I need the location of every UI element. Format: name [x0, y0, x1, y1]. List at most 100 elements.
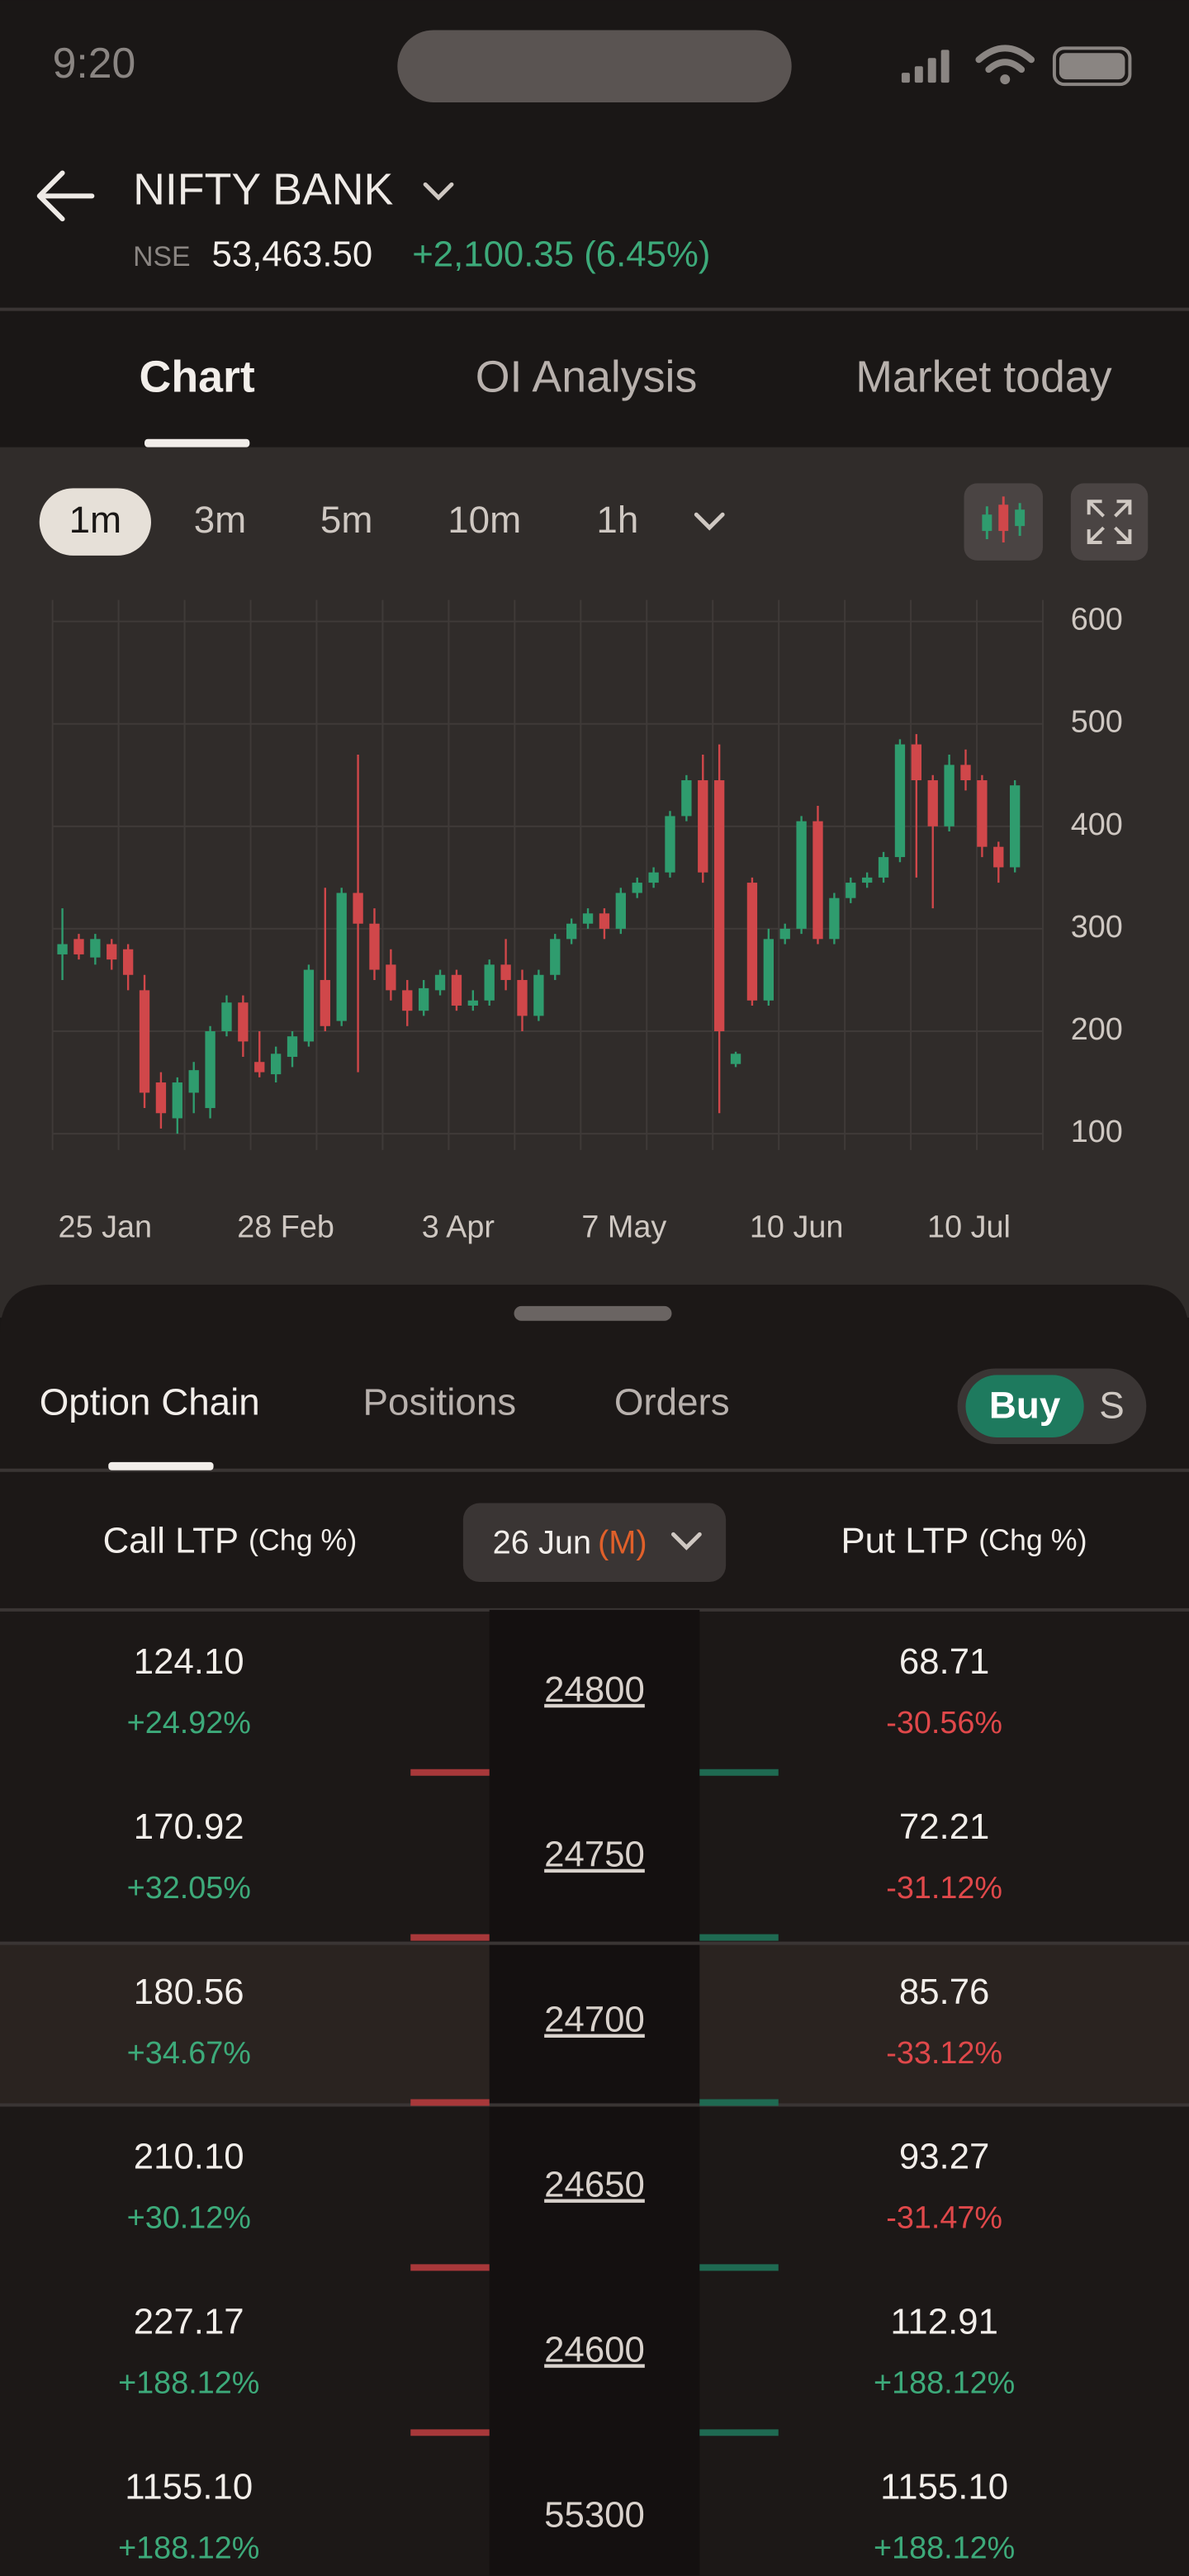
- candle-body: [73, 939, 84, 954]
- put-ltp[interactable]: 85.76: [899, 1972, 989, 2012]
- candlestick-chart: 100 200 300 400 500 600 25 Jan 28 Feb 3 Apr 7 May…: [51, 599, 1123, 1244]
- candle-body: [862, 877, 873, 883]
- x-tick-label: 7 May: [581, 1210, 666, 1244]
- candle-body: [402, 990, 413, 1011]
- interval[interactable]: 5m: [320, 499, 373, 541]
- interval[interactable]: 1m: [69, 499, 122, 541]
- call-ltp[interactable]: 180.56: [134, 1972, 244, 2012]
- tab[interactable]: OI Analysis: [476, 352, 698, 401]
- candle-body: [911, 744, 922, 781]
- candle-body: [500, 964, 511, 980]
- candle-body: [829, 897, 840, 940]
- x-tick-label: 10 Jul: [927, 1210, 1011, 1244]
- put-chg: -33.12%: [886, 2036, 1002, 2071]
- call-header: Call LTP (Chg %): [103, 1520, 358, 1560]
- put-ltp[interactable]: 1155.10: [880, 2466, 1008, 2507]
- strike: 24650: [544, 2165, 645, 2205]
- put-chg: -31.12%: [886, 1871, 1002, 1906]
- put-header-title: Put LTP: [841, 1520, 969, 1560]
- call-ltp[interactable]: 210.10: [134, 2137, 244, 2177]
- candle-body: [927, 780, 938, 826]
- strike: 55300: [544, 2494, 645, 2535]
- put-chg: +188.12%: [874, 2531, 1015, 2565]
- call-ltp[interactable]: 124.10: [134, 1641, 244, 1682]
- interval[interactable]: 1h: [596, 499, 638, 541]
- candle-body: [303, 969, 315, 1042]
- interval-chip[interactable]: [39, 488, 151, 556]
- interval-more[interactable]: [694, 512, 725, 531]
- back-button[interactable]: [36, 170, 95, 222]
- candle-body: [894, 744, 906, 858]
- expiry-tag: (M): [598, 1524, 647, 1560]
- tab[interactable]: Market today: [855, 352, 1111, 401]
- tab[interactable]: Chart: [140, 352, 255, 401]
- exchange: NSE: [133, 241, 191, 272]
- symbol-dropdown[interactable]: [423, 182, 454, 201]
- call-header-sub: (Chg %): [249, 1524, 357, 1557]
- candle-body: [878, 857, 889, 878]
- candle-body: [796, 821, 807, 929]
- status-time: 9:20: [53, 39, 136, 87]
- candle-body: [977, 780, 988, 847]
- expiry-selector[interactable]: [462, 1503, 727, 1583]
- battery-level: [1059, 53, 1125, 80]
- y-tick-label: 500: [1071, 705, 1123, 740]
- interval[interactable]: 10m: [448, 499, 521, 541]
- candle-body: [254, 1062, 265, 1073]
- put-header: Put LTP (Chg %): [841, 1520, 1087, 1560]
- sheet-handle[interactable]: [514, 1305, 672, 1321]
- call-chg: +32.05%: [127, 1871, 251, 1906]
- candle-body: [993, 846, 1004, 868]
- candle-body: [763, 939, 774, 1001]
- y-tick-label: 400: [1071, 807, 1123, 842]
- y-tick-label: 200: [1071, 1012, 1123, 1047]
- call-chg: +188.12%: [118, 2366, 259, 2401]
- candle-body: [451, 974, 462, 1006]
- candle-body: [57, 944, 68, 954]
- x-tick-label: 3 Apr: [422, 1210, 495, 1244]
- candle-body: [615, 893, 626, 929]
- candle-body: [434, 974, 446, 991]
- call-ltp[interactable]: 170.92: [134, 1807, 244, 1847]
- strike-column: [489, 1609, 700, 2576]
- buy-pill[interactable]: [965, 1375, 1084, 1437]
- call-ltp[interactable]: 1155.10: [125, 2466, 253, 2507]
- call-ltp[interactable]: 227.17: [134, 2302, 244, 2342]
- call-chg: +30.12%: [127, 2201, 251, 2236]
- candle-body: [205, 1030, 216, 1109]
- candle-body: [221, 1002, 232, 1031]
- panel-tab[interactable]: Positions: [363, 1380, 517, 1423]
- put-ltp[interactable]: 112.91: [890, 2302, 998, 2342]
- buy-label[interactable]: Buy: [989, 1384, 1061, 1426]
- wifi-dot: [1000, 74, 1011, 85]
- candle-body: [533, 974, 544, 1016]
- battery-icon: [1052, 46, 1132, 87]
- fullscreen-icon: [1087, 500, 1132, 545]
- candle-body: [270, 1054, 282, 1075]
- candle-body: [1010, 785, 1021, 868]
- panel-tab[interactable]: Option Chain: [40, 1380, 260, 1423]
- put-ltp[interactable]: 93.27: [899, 2137, 989, 2177]
- panel-tab[interactable]: Orders: [614, 1380, 730, 1423]
- expiry-dropdown: [670, 1532, 702, 1551]
- candle-body: [122, 949, 134, 975]
- interval[interactable]: 3m: [194, 499, 247, 541]
- candle-body: [386, 964, 396, 991]
- call-chg: +24.92%: [127, 1706, 251, 1740]
- candle-body: [665, 816, 675, 873]
- candle-body: [713, 780, 725, 1031]
- x-tick-label: 25 Jan: [59, 1210, 152, 1244]
- put-ltp[interactable]: 72.21: [899, 1807, 989, 1847]
- expiry[interactable]: 26 Jun (M): [493, 1524, 647, 1560]
- sell-label[interactable]: S: [1099, 1384, 1125, 1426]
- put-ltp[interactable]: 68.71: [899, 1641, 989, 1682]
- candle-body: [846, 883, 856, 898]
- candle-body: [188, 1070, 199, 1093]
- symbol-name[interactable]: NIFTY BANK: [133, 165, 393, 215]
- fullscreen-button[interactable]: [1070, 483, 1149, 561]
- candle-body: [599, 913, 610, 929]
- candle-body: [287, 1036, 298, 1058]
- candle-body: [960, 765, 971, 781]
